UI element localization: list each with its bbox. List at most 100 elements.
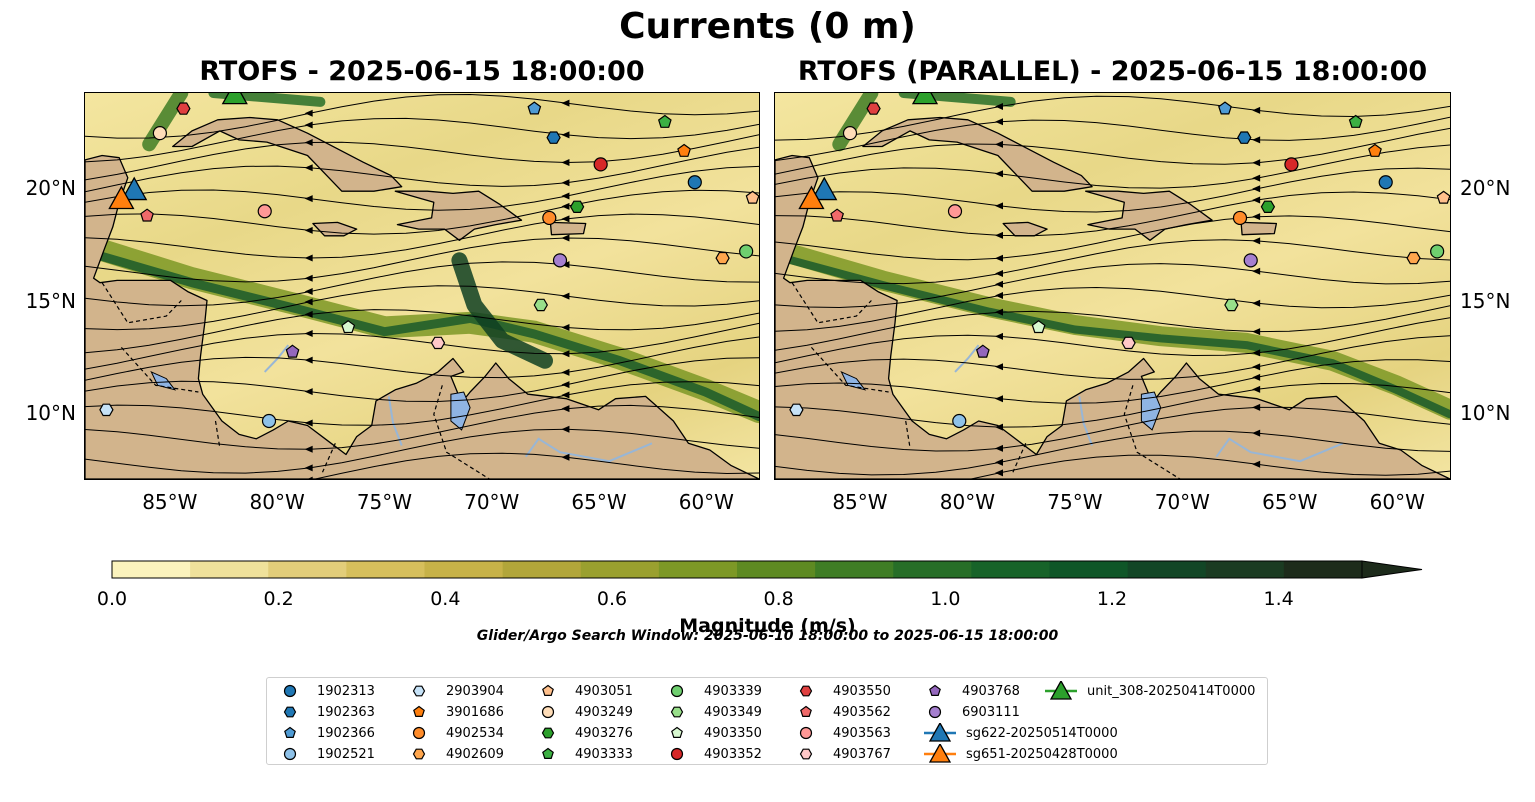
colorbar xyxy=(111,560,1423,579)
land-mass xyxy=(862,116,1093,192)
panel-title-rtofs: RTOFS - 2025-06-15 18:00:00 xyxy=(199,56,645,87)
marker-4902609 xyxy=(715,251,730,265)
marker-unit_308-20250414T0000 xyxy=(911,93,939,105)
marker-1902366 xyxy=(527,101,542,115)
legend-marker-icon xyxy=(412,726,426,740)
river xyxy=(387,396,403,446)
marker-4903276 xyxy=(1260,200,1276,214)
marker-4903768 xyxy=(975,344,990,358)
river xyxy=(954,344,980,373)
legend-label: 4903349 xyxy=(704,704,762,720)
land-mass xyxy=(312,221,358,237)
search-window-text: Glider/Argo Search Window: 2025-06-10 18… xyxy=(476,628,1059,644)
x-tick-label: 85°W xyxy=(142,490,198,514)
country-border xyxy=(905,420,911,448)
map-panel-rtofs-parallel[interactable] xyxy=(774,92,1451,480)
colorbar-tick: 1.0 xyxy=(930,588,961,610)
marker-1902313 xyxy=(687,175,702,190)
legend-label: 4903339 xyxy=(704,683,762,699)
legend-item: 4903333 xyxy=(537,744,633,764)
legend-marker-icon xyxy=(671,726,683,738)
colorbar-segment xyxy=(1205,561,1285,578)
y-tick-label: 10°N xyxy=(1460,400,1511,425)
x-tick-label: 65°W xyxy=(571,490,627,514)
marker-4903352 xyxy=(1284,157,1299,172)
map-canvas xyxy=(85,93,759,479)
colorbar-tick: 0.4 xyxy=(430,588,461,610)
legend-item: 4903349 xyxy=(666,702,762,722)
country-border xyxy=(101,282,182,324)
legend-marker-icon xyxy=(670,684,684,698)
marker-4903563 xyxy=(257,204,272,219)
land-mass xyxy=(394,190,523,241)
marker-4903276 xyxy=(569,200,585,214)
marker-1902363 xyxy=(1237,131,1252,144)
colorbar-label: Magnitude (m/s) xyxy=(679,615,856,637)
legend-label: 1902366 xyxy=(317,725,375,741)
legend-label: 4903562 xyxy=(833,704,891,720)
river xyxy=(263,344,290,373)
legend-label: 4903350 xyxy=(704,725,762,741)
colorbar-segment xyxy=(1283,561,1363,578)
legend-marker-icon xyxy=(928,744,952,763)
country-border xyxy=(1123,385,1181,479)
legend-label: 4903333 xyxy=(575,746,633,762)
country-border xyxy=(321,443,336,473)
marker-4903563 xyxy=(947,204,963,219)
marker-4903349 xyxy=(1224,298,1239,312)
marker-1902313 xyxy=(1378,175,1393,190)
current-jet xyxy=(775,251,1450,419)
land-mass xyxy=(1085,190,1213,241)
marker-4903562 xyxy=(830,208,845,222)
marker-4903051 xyxy=(745,190,759,204)
map-panel-rtofs[interactable] xyxy=(84,92,760,480)
legend-label: 4903249 xyxy=(575,704,633,720)
legend-marker-icon xyxy=(799,685,813,697)
legend-item: 2903904 xyxy=(408,681,504,701)
legend-label: 4902609 xyxy=(446,746,504,762)
marker-1902366 xyxy=(1218,101,1232,115)
legend-item: 1902313 xyxy=(279,681,375,701)
legend-marker-icon xyxy=(799,726,813,740)
legend-marker-icon xyxy=(284,726,296,738)
map-canvas xyxy=(775,93,1450,479)
panel-title-rtofs-parallel: RTOFS (PARALLEL) - 2025-06-15 18:00:00 xyxy=(797,56,1428,87)
land-mass xyxy=(85,154,759,479)
legend-item: sg651-20250428T0000 xyxy=(924,744,1118,764)
legend-label: unit_308-20250414T0000 xyxy=(1087,683,1256,699)
marker-4902534 xyxy=(1232,210,1248,226)
legend-label: 2903904 xyxy=(446,683,504,699)
colorbar-tick: 1.2 xyxy=(1096,588,1128,610)
x-tick-label: 80°W xyxy=(939,490,996,514)
legend-label: 1902521 xyxy=(317,746,375,762)
x-tick-label: 70°W xyxy=(1154,490,1210,514)
country-border xyxy=(810,346,889,393)
legend-marker-icon xyxy=(541,705,555,719)
legend-marker-icon xyxy=(541,727,555,739)
marker-sg622-20250514T0000 xyxy=(811,176,838,201)
colorbar-segment xyxy=(893,561,972,578)
marker-4903333 xyxy=(1348,114,1363,128)
x-tick-label: 60°W xyxy=(1369,490,1425,514)
legend-item: 4903051 xyxy=(537,681,633,701)
legend-item: 4903562 xyxy=(795,702,891,722)
lake xyxy=(840,370,867,391)
legend-item: 6903111 xyxy=(924,702,1020,722)
marker-4903350 xyxy=(341,320,356,334)
marker-unit_308-20250414T0000 xyxy=(221,93,248,105)
legend-marker-icon xyxy=(928,723,952,742)
marker-4903767 xyxy=(430,336,446,350)
colorbar-segment xyxy=(1049,561,1129,578)
legend-marker-icon xyxy=(670,706,684,718)
legend-item: 4903563 xyxy=(795,723,891,743)
legend-label: 4903051 xyxy=(575,683,633,699)
land-mass xyxy=(1240,221,1278,236)
marker-1902521 xyxy=(952,413,967,429)
marker-sg651-20250428T0000 xyxy=(798,185,825,210)
x-tick-label: 75°W xyxy=(1047,490,1103,514)
legend-item: 3901686 xyxy=(408,702,504,722)
legend-item: 4902609 xyxy=(408,744,504,764)
marker-2903904 xyxy=(99,403,114,417)
x-tick-label: 70°W xyxy=(464,490,520,514)
marker-4903550 xyxy=(866,102,881,115)
